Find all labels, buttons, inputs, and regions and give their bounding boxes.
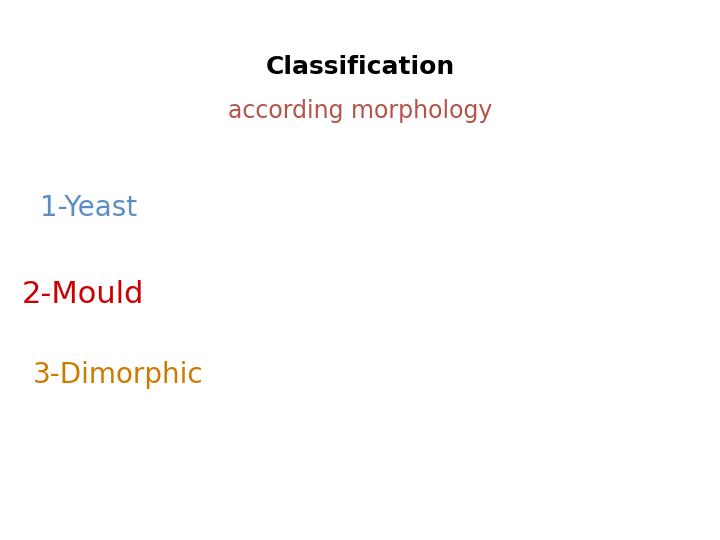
Text: according morphology: according morphology (228, 99, 492, 123)
Text: 1-Yeast: 1-Yeast (40, 194, 137, 222)
Text: Classification: Classification (266, 56, 454, 79)
Text: 3-Dimorphic: 3-Dimorphic (32, 361, 203, 389)
Text: 2-Mould: 2-Mould (22, 280, 144, 309)
